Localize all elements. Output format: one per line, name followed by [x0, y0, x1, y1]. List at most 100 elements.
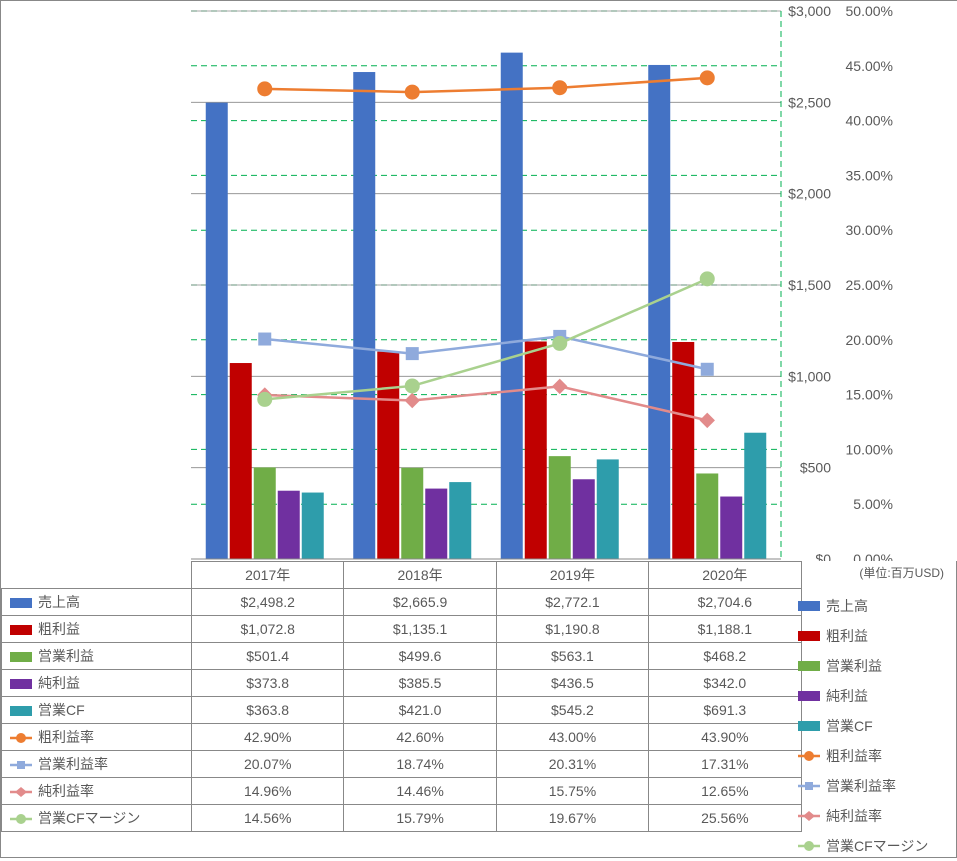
- year-header-1: 2018年: [344, 562, 496, 589]
- cell-revenue-2: $2,772.1: [496, 589, 648, 616]
- right-legend-label: 営業CF: [826, 716, 873, 736]
- chart-plot-area: 0.00% 5.00% 10.00% 15.00% 20.00% 25.00% 30.00%…: [1, 1, 957, 561]
- legend-cell-netinc: 純利益: [2, 670, 192, 697]
- cell-opinc-0: $501.4: [192, 643, 344, 670]
- svg-text:$2,500: $2,500: [788, 94, 831, 110]
- cell-grossm-2: 43.00%: [496, 724, 648, 751]
- cell-opcf-0: $363.8: [192, 697, 344, 724]
- right-legend: 売上高粗利益営業利益純利益営業CF 粗利益率 営業利益率 純利益率 営業CFマー…: [798, 591, 948, 861]
- svg-text:25.00%: 25.00%: [846, 277, 893, 293]
- series-label: 営業CF: [38, 702, 85, 718]
- right-legend-label: 純利益: [826, 686, 868, 706]
- svg-text:10.00%: 10.00%: [846, 441, 893, 457]
- bar-opinc: [254, 467, 276, 559]
- cell-netinc-2: $436.5: [496, 670, 648, 697]
- legend-cell-grossm: 粗利益率: [2, 724, 192, 751]
- cell-gross-1: $1,135.1: [344, 616, 496, 643]
- svg-text:$0: $0: [815, 551, 831, 561]
- bar-gross: [672, 342, 694, 559]
- cell-opcf-2: $545.2: [496, 697, 648, 724]
- bar-opcf: [597, 459, 619, 559]
- svg-text:$1,000: $1,000: [788, 368, 831, 384]
- bar-gross: [525, 341, 547, 559]
- series-label: 粗利益: [38, 621, 80, 637]
- right-legend-label: 営業利益: [826, 656, 882, 676]
- cell-gross-3: $1,188.1: [649, 616, 801, 643]
- cell-gross-2: $1,190.8: [496, 616, 648, 643]
- right-legend-grossm: 粗利益率: [798, 741, 948, 771]
- svg-text:$3,000: $3,000: [788, 3, 831, 19]
- cell-revenue-0: $2,498.2: [192, 589, 344, 616]
- cell-opinc-1: $499.6: [344, 643, 496, 670]
- svg-text:0.00%: 0.00%: [853, 551, 893, 561]
- series-label: 営業利益: [38, 648, 94, 664]
- cell-netm-0: 14.96%: [192, 778, 344, 805]
- series-label: 売上高: [38, 594, 80, 610]
- chart-container: 0.00% 5.00% 10.00% 15.00% 20.00% 25.00% 30.00%…: [0, 0, 957, 858]
- svg-text:$1,500: $1,500: [788, 277, 831, 293]
- right-legend-revenue: 売上高: [798, 591, 948, 621]
- svg-text:45.00%: 45.00%: [846, 58, 893, 74]
- svg-text:5.00%: 5.00%: [853, 496, 893, 512]
- legend-cell-opinc: 営業利益: [2, 643, 192, 670]
- legend-cell-opcf: 営業CF: [2, 697, 192, 724]
- series-label: 営業利益率: [38, 756, 108, 772]
- year-header-0: 2017年: [192, 562, 344, 589]
- cell-opm-2: 20.31%: [496, 751, 648, 778]
- svg-text:15.00%: 15.00%: [846, 387, 893, 403]
- bar-revenue: [206, 103, 228, 559]
- bar-netinc: [425, 489, 447, 559]
- cell-revenue-1: $2,665.9: [344, 589, 496, 616]
- bar-netinc: [720, 497, 742, 559]
- cell-opinc-3: $468.2: [649, 643, 801, 670]
- series-label: 営業CFマージン: [38, 810, 140, 826]
- bar-revenue: [353, 72, 375, 559]
- bar-revenue: [501, 53, 523, 559]
- bar-gross: [230, 363, 252, 559]
- cell-cfm-2: 19.67%: [496, 805, 648, 832]
- bar-gross: [377, 352, 399, 559]
- svg-text:30.00%: 30.00%: [846, 222, 893, 238]
- combo-chart-svg: 0.00% 5.00% 10.00% 15.00% 20.00% 25.00% 30.00%…: [1, 1, 957, 561]
- cell-opm-1: 18.74%: [344, 751, 496, 778]
- year-header-3: 2020年: [649, 562, 801, 589]
- legend-cell-opm: 営業利益率: [2, 751, 192, 778]
- bar-opcf: [302, 493, 324, 559]
- bar-opinc: [549, 456, 571, 559]
- right-legend-opcf: 営業CF: [798, 711, 948, 741]
- bar-opcf: [744, 433, 766, 559]
- svg-text:20.00%: 20.00%: [846, 332, 893, 348]
- right-legend-label: 粗利益: [826, 626, 868, 646]
- legend-cell-revenue: 売上高: [2, 589, 192, 616]
- bar-netinc: [573, 479, 595, 559]
- bar-revenue: [648, 65, 670, 559]
- svg-text:50.00%: 50.00%: [846, 3, 893, 19]
- cell-opm-3: 17.31%: [649, 751, 801, 778]
- right-legend-label: 純利益率: [826, 806, 882, 826]
- legend-cell-netm: 純利益率: [2, 778, 192, 805]
- cell-cfm-0: 14.56%: [192, 805, 344, 832]
- svg-text:$2,000: $2,000: [788, 186, 831, 202]
- cell-grossm-0: 42.90%: [192, 724, 344, 751]
- right-legend-label: 粗利益率: [826, 746, 882, 766]
- series-label: 粗利益率: [38, 729, 94, 745]
- cell-opcf-1: $421.0: [344, 697, 496, 724]
- series-label: 純利益率: [38, 783, 94, 799]
- year-header-2: 2019年: [496, 562, 648, 589]
- cell-cfm-3: 25.56%: [649, 805, 801, 832]
- cell-netm-1: 14.46%: [344, 778, 496, 805]
- cell-netm-2: 15.75%: [496, 778, 648, 805]
- cell-cfm-1: 15.79%: [344, 805, 496, 832]
- right-legend-label: 営業CFマージン: [826, 836, 928, 856]
- cell-grossm-1: 42.60%: [344, 724, 496, 751]
- svg-text:$500: $500: [800, 460, 831, 476]
- svg-text:35.00%: 35.00%: [846, 167, 893, 183]
- cell-opinc-2: $563.1: [496, 643, 648, 670]
- cell-netm-3: 12.65%: [649, 778, 801, 805]
- cell-opm-0: 20.07%: [192, 751, 344, 778]
- year-header-row: 2017年2018年2019年2020年: [2, 562, 957, 589]
- cell-grossm-3: 43.90%: [649, 724, 801, 751]
- legend-cell-gross: 粗利益: [2, 616, 192, 643]
- cell-gross-0: $1,072.8: [192, 616, 344, 643]
- right-legend-cfm: 営業CFマージン: [798, 831, 948, 861]
